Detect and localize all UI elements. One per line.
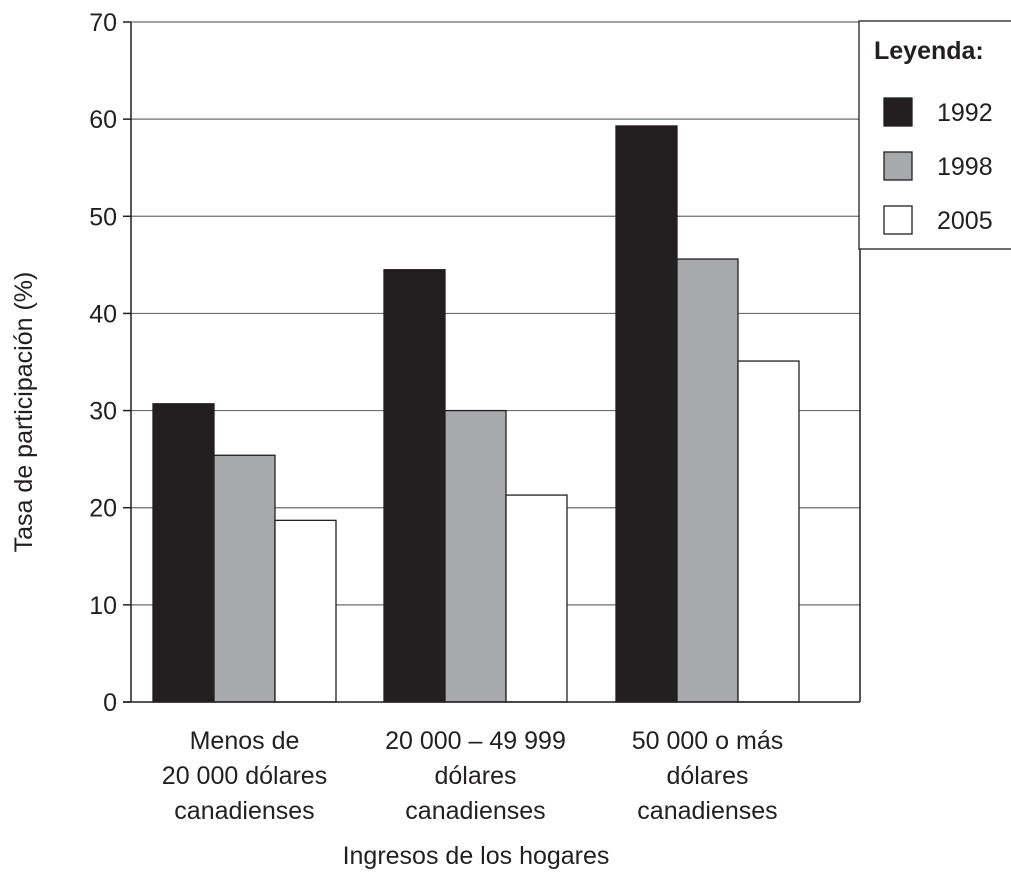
category-label: dólares — [435, 762, 517, 790]
y-tick-label: 40 — [89, 300, 117, 328]
category-label: 50 000 o más — [632, 727, 784, 755]
bar-2005-cat1 — [274, 519, 337, 703]
x-axis-title: Ingresos de los hogares — [343, 842, 610, 870]
legend-label-1998: 1998 — [937, 153, 993, 181]
bar-1992-cat3 — [615, 125, 678, 703]
legend-swatch-2005 — [883, 205, 913, 235]
category-label: 20 000 – 49 999 — [385, 727, 566, 755]
legend-swatch-1998 — [883, 151, 913, 181]
legend: Leyenda: 1992 1998 2005 — [858, 20, 1011, 250]
y-tick-label: 30 — [89, 398, 117, 426]
bar-1998-cat2 — [444, 409, 507, 703]
category-label: Menos de — [190, 727, 300, 755]
legend-title: Leyenda: — [874, 37, 984, 65]
category-label: 20 000 dólares — [162, 762, 327, 790]
bar-2005-cat2 — [505, 494, 568, 703]
y-tick-label: 10 — [89, 592, 117, 620]
bar-1992-cat2 — [383, 269, 446, 703]
category-label: dólares — [667, 762, 749, 790]
category-label: canadienses — [405, 797, 545, 825]
y-tick-labels: 0 10 20 30 40 50 60 70 — [89, 9, 117, 717]
bar-1998-cat3 — [676, 258, 739, 703]
legend-label-1992: 1992 — [937, 99, 993, 127]
y-tick-label: 20 — [89, 495, 117, 523]
legend-swatch-1992 — [883, 97, 913, 127]
bar-1992-cat1 — [152, 403, 215, 703]
y-tick-label: 0 — [103, 689, 117, 717]
y-tick-label: 70 — [89, 9, 117, 37]
y-axis-title: Tasa de participación (%) — [10, 272, 38, 553]
y-tick-label: 50 — [89, 203, 117, 231]
bar-1998-cat1 — [213, 454, 276, 703]
category-label: canadienses — [637, 797, 777, 825]
category-label: canadienses — [174, 797, 314, 825]
legend-label-2005: 2005 — [937, 207, 993, 235]
bar-2005-cat3 — [737, 360, 800, 703]
bars — [152, 125, 800, 703]
y-tick-label: 60 — [89, 106, 117, 134]
category-labels: Menos de 20 000 dólares canadienses 20 000 … — [162, 727, 783, 825]
